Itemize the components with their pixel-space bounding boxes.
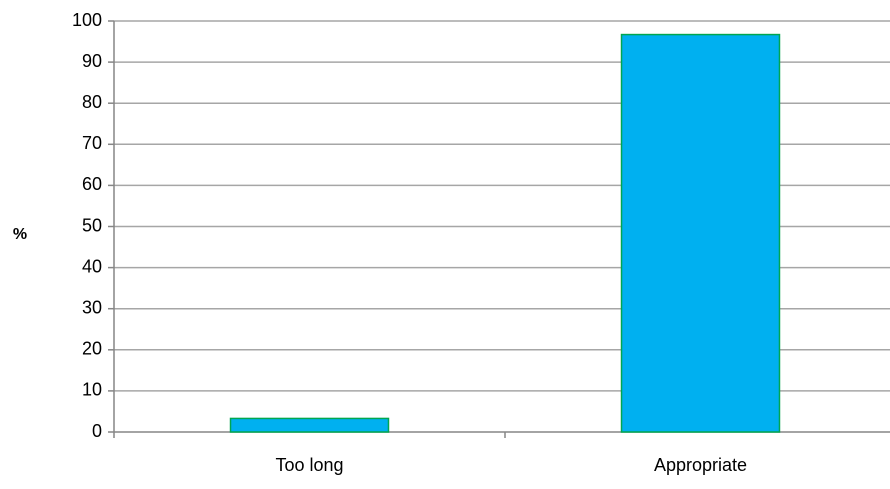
y-tick-labels: 0 10 20 30 40 50 60 70 80 90 100	[72, 10, 102, 441]
x-category-labels: Too long Appropriate	[275, 455, 747, 475]
x-category-label: Appropriate	[654, 455, 747, 475]
x-category-label: Too long	[275, 455, 343, 475]
bar-too-long	[229, 417, 390, 433]
y-tick-label: 50	[82, 215, 102, 235]
y-tick-label: 20	[82, 339, 102, 359]
bars	[229, 33, 781, 433]
y-tick-label: 100	[72, 10, 102, 30]
y-tick-label: 40	[82, 256, 102, 276]
y-tick-label: 70	[82, 133, 102, 153]
gridlines	[114, 20, 890, 392]
y-axis-label: %	[13, 226, 27, 243]
y-tick-label: 10	[82, 380, 102, 400]
y-tick-label: 90	[82, 51, 102, 71]
bar-appropriate	[620, 33, 781, 433]
y-tick-label: 30	[82, 297, 102, 317]
y-tick-label: 0	[92, 421, 102, 441]
y-tick-label: 80	[82, 92, 102, 112]
y-tick-label: 60	[82, 174, 102, 194]
